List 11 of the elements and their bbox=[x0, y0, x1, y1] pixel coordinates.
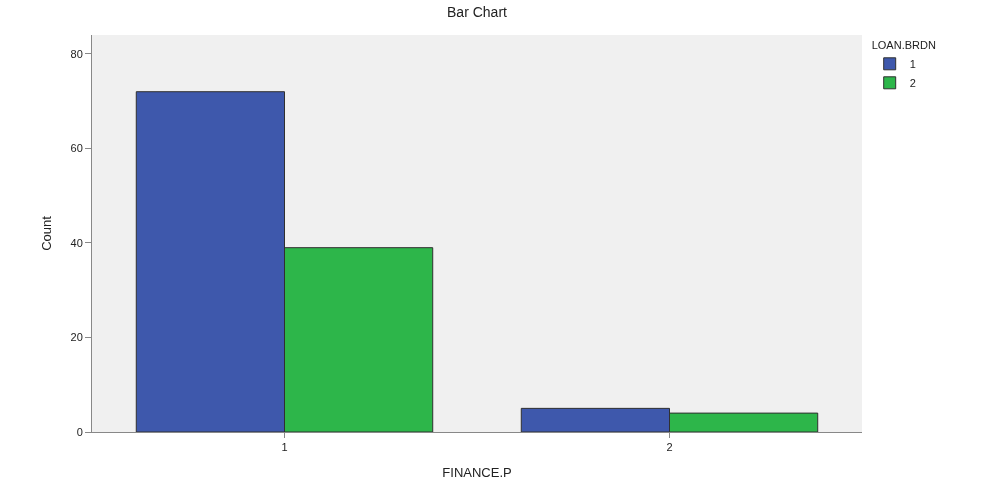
chart-title: Bar Chart bbox=[447, 4, 508, 21]
y-tick-label: 20 bbox=[70, 331, 83, 344]
y-tick-label: 80 bbox=[70, 47, 83, 60]
y-tick-label: 0 bbox=[76, 425, 83, 438]
y-tick-label: 40 bbox=[70, 236, 83, 249]
y-tick-label: 60 bbox=[70, 142, 83, 155]
legend-title: LOAN.BRDN bbox=[871, 39, 936, 52]
x-axis-title: FINANCE.P bbox=[442, 464, 512, 480]
legend-label: 1 bbox=[909, 58, 916, 71]
y-axis-title: Count bbox=[39, 215, 55, 251]
legend-label: 2 bbox=[909, 77, 916, 90]
